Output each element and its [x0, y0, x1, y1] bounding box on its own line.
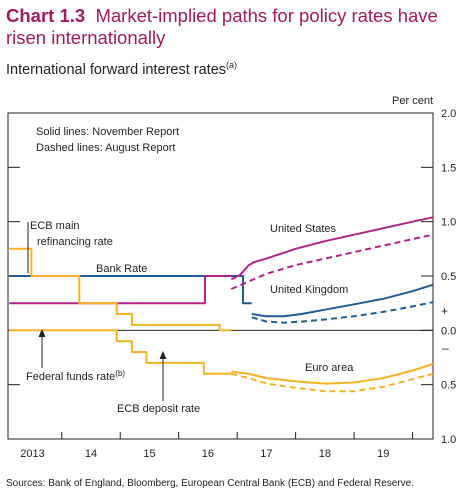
x-tick-label: 15 — [143, 448, 155, 460]
chart-subtitle-text: International forward interest rates — [6, 61, 227, 78]
x-tick-label: 14 — [85, 448, 97, 460]
label-ecb-main-1: ECB main — [30, 220, 80, 232]
x-tick-label: 2013 — [20, 448, 44, 460]
y-tick-label: 0.0 — [441, 325, 456, 337]
label-euro-area: Euro area — [305, 362, 354, 374]
y-tick-label: 0.5 — [441, 380, 456, 392]
x-tick-label: 17 — [260, 448, 272, 460]
x-tick-label: 18 — [319, 448, 331, 460]
series-federal-funds-rate-solid — [9, 275, 232, 305]
label-united-states: United States — [270, 223, 337, 235]
series-bank-rate-solid — [9, 275, 252, 305]
sources-note: Sources: Bank of England, Bloomberg, Eur… — [6, 478, 414, 489]
y-tick-label: 1.5 — [441, 162, 456, 174]
series-united-states-solid — [230, 216, 434, 281]
chart-title-text: Market-implied paths for policy rates ha… — [6, 5, 438, 48]
chart-subtitle: International forward interest rates(a) — [6, 60, 237, 78]
y-axis-unit: Per cent — [392, 95, 433, 107]
label-fed-funds: Federal funds rate(b) — [26, 369, 125, 383]
label-ecb-main-2: refinancing rate — [37, 236, 113, 248]
fed-funds-arrowhead — [38, 329, 46, 337]
legend-solid-note: Solid lines: November Report — [36, 126, 179, 138]
legend-dashed-note: Dashed lines: August Report — [36, 142, 175, 154]
forward-rates-chart: Per cent 2.0 1.5 1.0 0.5 0.0 0.5 1.0 2013 14 15 1… — [7, 95, 456, 460]
x-tick-label: 19 — [377, 448, 389, 460]
series-united-states-dashed — [230, 233, 434, 290]
series-euro-area-solid — [231, 363, 434, 385]
series-layer — [9, 216, 434, 393]
series-euro-area-dashed — [231, 372, 434, 393]
label-fed-funds-note: (b) — [115, 369, 125, 378]
label-united-kingdom: United Kingdom — [270, 284, 348, 296]
plus-sign: + — [441, 304, 448, 318]
y-tick-labels: 2.0 1.5 1.0 0.5 0.0 0.5 1.0 — [441, 108, 456, 446]
y-tick-label: 1.0 — [441, 217, 456, 229]
series-ecb-deposit-rate-solid — [9, 329, 232, 375]
y-tick-label: 0.5 — [441, 271, 456, 283]
y-tick-label: 1.0 — [441, 434, 456, 446]
subtitle-note: (a) — [226, 60, 238, 70]
chart-title: Chart 1.3 Market-implied paths for polic… — [6, 5, 471, 49]
y-tick-label: 2.0 — [441, 108, 456, 120]
series-united-kingdom-solid — [251, 283, 434, 318]
label-ecb-deposit: ECB deposit rate — [117, 403, 200, 415]
minus-sign: – — [442, 341, 449, 355]
x-tick-label: 16 — [202, 448, 214, 460]
chart-number: Chart 1.3 — [6, 5, 86, 26]
series-ecb-main-refinancing-rate-solid — [9, 247, 232, 332]
ecb-deposit-arrowhead — [159, 351, 167, 359]
label-bank-rate: Bank Rate — [96, 263, 147, 275]
x-tick-labels: 2013 14 15 16 17 18 19 — [20, 448, 389, 460]
series-united-kingdom-dashed — [251, 301, 434, 324]
label-fed-funds-text: Federal funds rate — [26, 371, 115, 383]
